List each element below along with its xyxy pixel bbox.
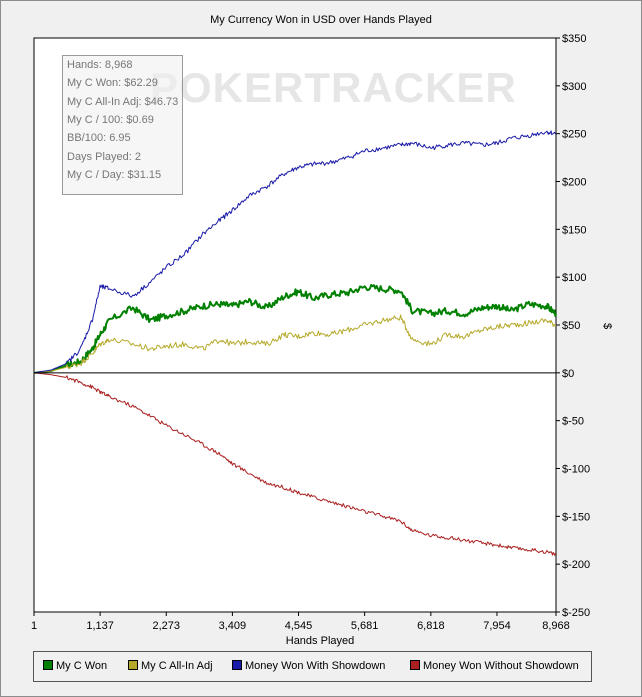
y-tick-label: $200 <box>562 177 586 189</box>
series-layer <box>33 130 557 556</box>
x-tick-label: 6,818 <box>417 620 445 632</box>
x-tick-label: 5,681 <box>351 620 379 632</box>
x-tick-label: 4,545 <box>285 620 313 632</box>
stats-row: My C All-In Adj: $46.73 <box>67 95 179 108</box>
watermark-logo: POKERTRACKER <box>150 64 517 111</box>
y-tick-label: $-50 <box>562 416 584 428</box>
legend-swatch <box>232 660 242 670</box>
stats-row: Hands: 8,968 <box>67 59 133 71</box>
legend-swatch <box>43 660 53 670</box>
chart-title: My Currency Won in USD over Hands Played <box>210 14 432 26</box>
y-tick-label: $250 <box>562 129 586 141</box>
legend-item-my-c-won: My C Won <box>43 660 107 672</box>
legend-item-all-in-adj: My C All-In Adj <box>128 660 213 672</box>
y-tick-label: $50 <box>562 320 580 332</box>
x-tick-label: 1,137 <box>86 620 114 632</box>
legend-item-without-showdown: Money Won Without Showdown <box>410 660 579 672</box>
legend-label: My C All-In Adj <box>141 660 213 672</box>
legend-item-with-showdown: Money Won With Showdown <box>232 660 385 672</box>
axis-layer: $350 $300 $250 $200 $150 $100 $50 $0 $-50 $-100 $-… <box>31 33 590 632</box>
y-tick-label: $350 <box>562 33 586 45</box>
x-tick-label: 8,968 <box>542 620 570 632</box>
y-tick-label: $-200 <box>562 559 590 571</box>
legend-label: Money Won Without Showdown <box>423 660 579 672</box>
stats-row: My C / 100: $0.69 <box>67 113 154 126</box>
series-without-showdown <box>33 372 557 556</box>
legend-swatch <box>128 660 138 670</box>
y-tick-label: $150 <box>562 224 586 236</box>
stats-box: Hands: 8,968 My C Won: $62.29 My C All-In … <box>62 55 183 195</box>
x-axis-label: Hands Played <box>286 635 355 647</box>
x-tick-label: 3,409 <box>219 620 247 632</box>
legend-label: My C Won <box>56 660 108 672</box>
x-tick-label: 2,273 <box>152 620 180 632</box>
stats-row: BB/100: 6.95 <box>67 132 131 145</box>
y-tick-label: $-100 <box>562 464 590 476</box>
x-tick-label: 7,954 <box>483 620 511 632</box>
legend-swatch <box>410 660 420 670</box>
y-tick-label: $300 <box>562 81 586 93</box>
y-tick-label: $-250 <box>562 607 590 619</box>
y-tick-label: $100 <box>562 272 586 284</box>
y-tick-label: $-150 <box>562 511 590 523</box>
stats-row: My C Won: $62.29 <box>67 77 158 90</box>
stats-row: My C / Day: $31.15 <box>67 168 162 181</box>
series-with-showdown <box>33 130 557 374</box>
legend: My C Won My C All-In Adj Money Won With … <box>33 651 592 682</box>
stats-row: Days Played: 2 <box>67 150 141 163</box>
y-tick-label: $0 <box>562 368 574 380</box>
legend-label: Money Won With Showdown <box>245 660 386 672</box>
series-all-in-adj <box>33 314 557 374</box>
series-my-c-won <box>33 283 557 374</box>
y-axis-label: $ <box>601 323 613 329</box>
x-tick-label: 1 <box>31 620 37 632</box>
